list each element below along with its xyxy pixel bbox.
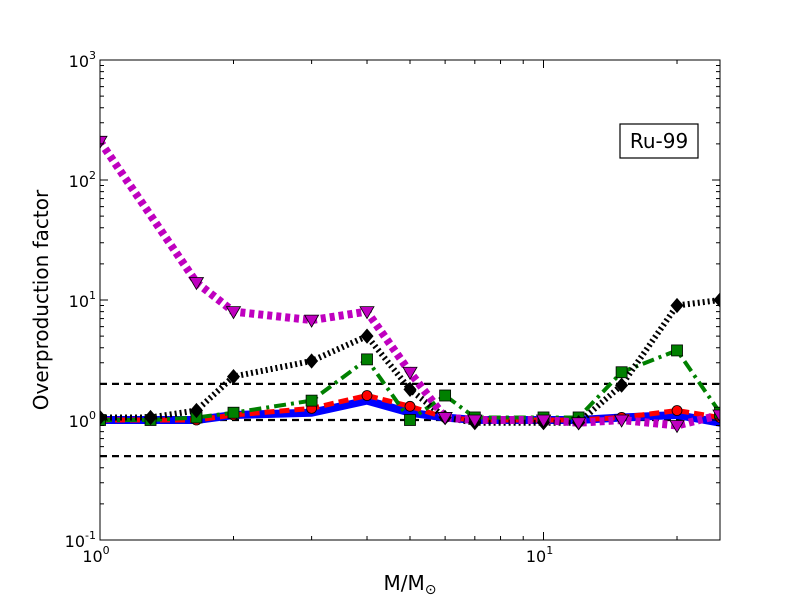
- series-4-point: [100, 135, 108, 150]
- x-axis-label-sub: ⊙: [425, 582, 437, 598]
- series-3-point: [144, 409, 158, 426]
- series-3-point: [403, 381, 417, 397]
- x-axis-label-main: M/M: [384, 571, 425, 595]
- x-tick-label: 100: [82, 544, 109, 566]
- y-tick-label: 102: [69, 169, 96, 191]
- series-3-point: [615, 377, 629, 393]
- series-3-point: [226, 368, 241, 385]
- annotation-box: Ru-99: [619, 123, 699, 159]
- series-2-point: [404, 414, 416, 426]
- series-3-point: [305, 353, 319, 369]
- series-3-point: [670, 297, 684, 314]
- y-tick-label: 101: [69, 289, 96, 311]
- series-2-point: [227, 406, 240, 419]
- series-2-point: [615, 366, 628, 379]
- series-2-point: [305, 394, 318, 407]
- annotation-label: Ru-99: [630, 129, 688, 153]
- y-tick-label: 10-1: [65, 529, 96, 551]
- series-line-3: [100, 297, 720, 426]
- series-4-point: [303, 314, 320, 328]
- series-4-point: [359, 306, 375, 320]
- series-layer: [100, 135, 720, 434]
- series-2-point: [671, 344, 683, 357]
- series-4-point: [570, 417, 587, 431]
- series-4-point: [535, 414, 552, 428]
- series-4-point: [188, 277, 205, 291]
- series-4-point: [225, 306, 242, 320]
- series-1-point: [361, 390, 373, 401]
- x-axis-label: M/M⊙: [384, 571, 437, 598]
- series-4-point: [613, 414, 630, 428]
- series-line-1: [100, 393, 720, 423]
- y-tick-label: 100: [69, 409, 96, 431]
- series-1-point: [404, 400, 416, 412]
- series-4-point: [402, 366, 418, 381]
- series-4-point: [437, 412, 453, 426]
- series-4-point: [669, 420, 685, 434]
- series-line-2: [100, 348, 720, 422]
- y-axis-label: Overproduction factor: [29, 189, 53, 410]
- y-tick-label: 103: [69, 49, 96, 71]
- series-4-point: [712, 409, 720, 423]
- series-1-point: [671, 405, 683, 416]
- series-2-point: [439, 389, 452, 402]
- series-4-point: [467, 414, 483, 428]
- series-3-point: [189, 402, 203, 419]
- series-2-point: [361, 353, 373, 366]
- series-3-point: [100, 409, 107, 426]
- x-tick-label: 101: [526, 544, 553, 566]
- series-3-point: [360, 328, 374, 344]
